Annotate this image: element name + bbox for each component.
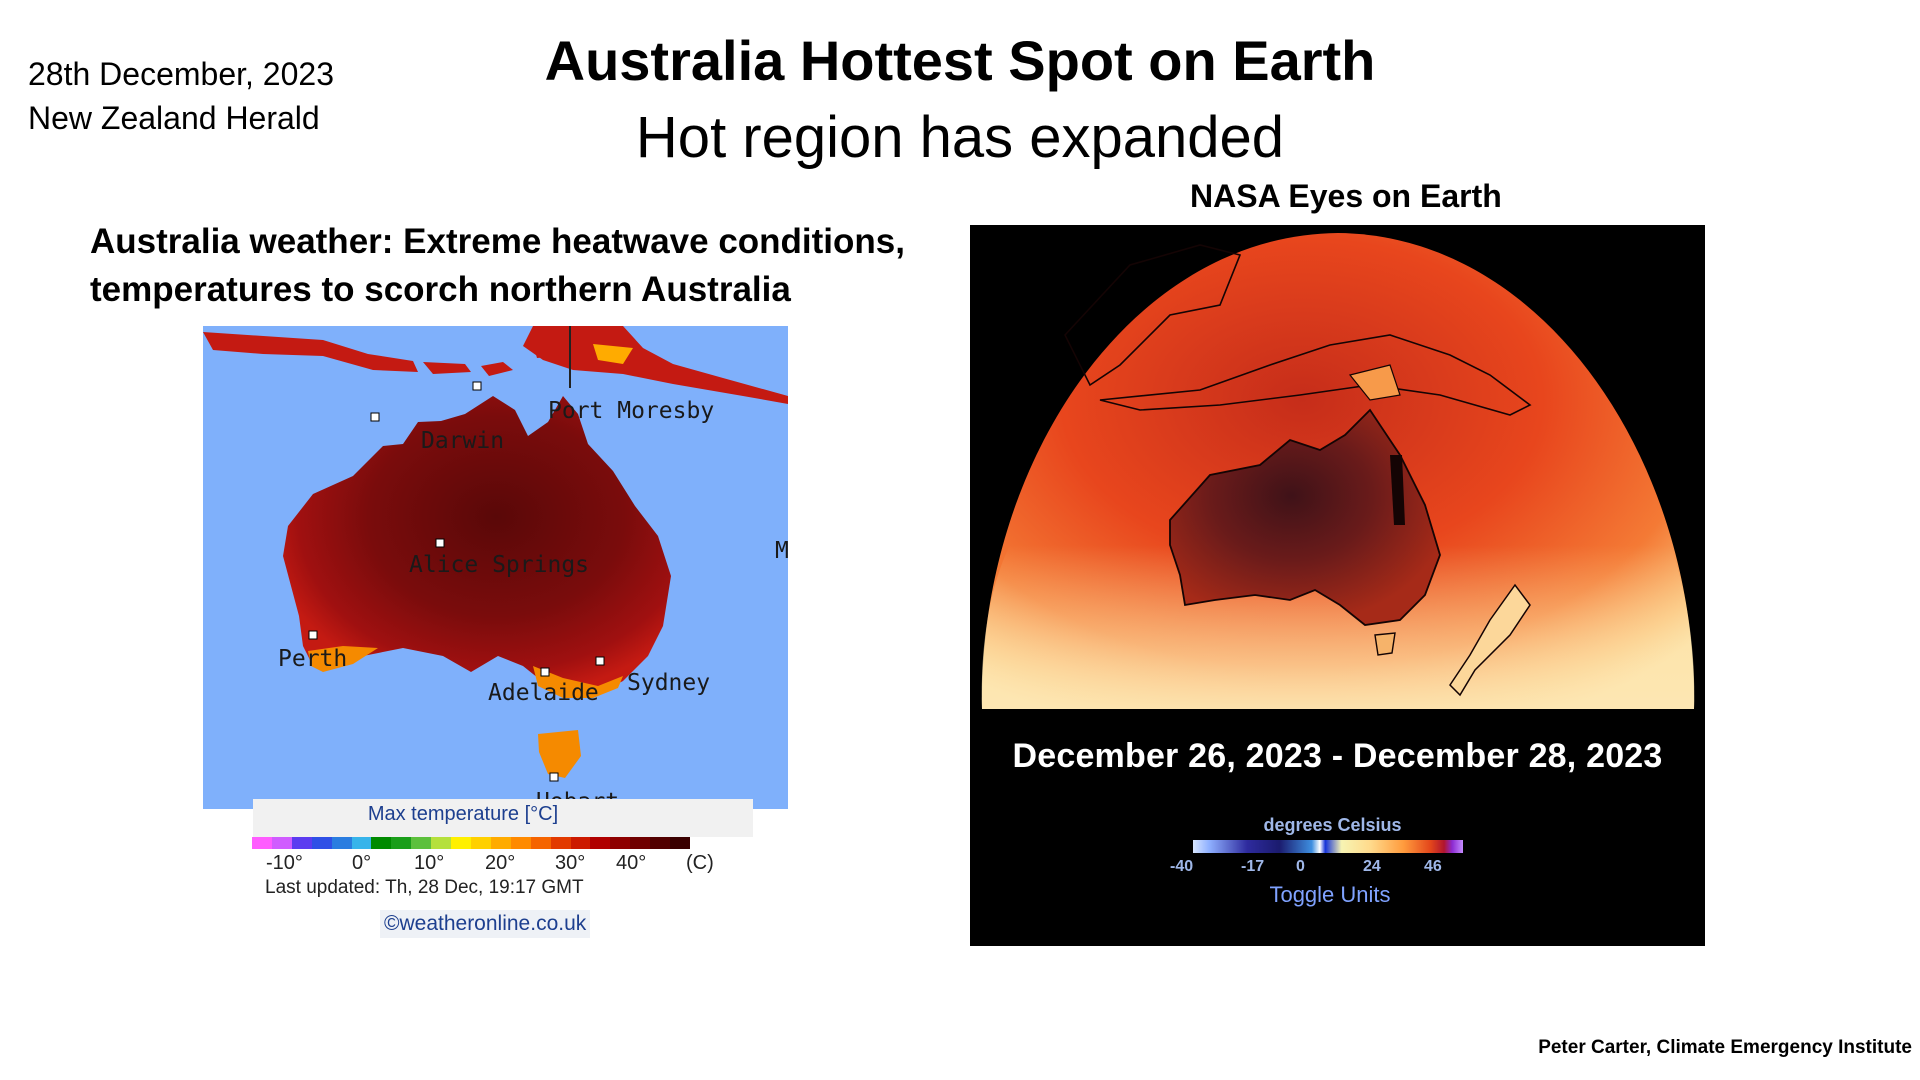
temperature-color-scale (1193, 840, 1463, 853)
legend-tick: 30° (555, 852, 586, 874)
scale-ticks: -40 -17 0 24 46 (1170, 858, 1490, 878)
legend-tick: 10° (414, 852, 445, 874)
article-source: New Zealand Herald (28, 100, 320, 136)
scale-tick: -17 (1241, 858, 1265, 875)
legend-unit: (C) (686, 852, 714, 874)
date-range-label: December 26, 2023 - December 28, 2023 (1012, 737, 1663, 775)
nasa-label: NASA Eyes on Earth (1190, 178, 1502, 214)
scale-tick: 0 (1296, 858, 1305, 875)
legend-tick: 40° (616, 852, 647, 874)
legend-color-swatch (590, 837, 611, 849)
new-guinea-landmass (523, 326, 788, 404)
headline-line-2: temperatures to scorch northern Australi… (90, 270, 791, 309)
australia-landmass (283, 396, 671, 698)
legend-color-swatch (570, 837, 591, 849)
legend-color-swatch (490, 837, 511, 849)
city-marker (370, 412, 380, 422)
legend-color-swatch (351, 837, 372, 849)
legend-color-swatch (431, 837, 452, 849)
city-label-port-moresby: Port Moresby (548, 398, 714, 424)
legend-color-swatch (610, 837, 631, 849)
city-label-edge: M (775, 538, 788, 564)
scale-tick: -40 (1170, 858, 1194, 875)
temperature-color-bar (252, 837, 690, 849)
legend-color-swatch (311, 837, 332, 849)
legend-color-swatch (411, 837, 432, 849)
city-label-adelaide: Adelaide (488, 680, 599, 706)
legend-title: Max temperature [°C] (367, 803, 559, 825)
legend-color-swatch (670, 837, 690, 849)
city-marker (540, 667, 550, 677)
page-subtitle: Hot region has expanded (635, 105, 1285, 170)
city-marker (549, 772, 559, 782)
legend-color-swatch (291, 837, 312, 849)
units-label: degrees Celsius (1263, 815, 1402, 835)
city-label-perth: Perth (278, 646, 347, 672)
australia-heat-region (1169, 408, 1441, 626)
legend-color-swatch (331, 837, 352, 849)
scale-tick: 24 (1363, 858, 1381, 875)
legend-color-swatch (451, 837, 471, 849)
legend-color-swatch (650, 837, 671, 849)
scale-tick: 46 (1424, 858, 1442, 875)
legend-color-swatch (371, 837, 392, 849)
city-marker (595, 656, 605, 666)
legend-color-swatch (252, 837, 272, 849)
legend-color-swatch (470, 837, 491, 849)
city-label-darwin: Darwin (421, 428, 504, 454)
legend-tick: -10° (266, 852, 303, 874)
weatheronline-link[interactable]: ©weatheronline.co.uk (380, 910, 591, 938)
legend-ticks: -10° 0° 10° 20° 30° 40° (C) (252, 852, 722, 876)
tasmania-landmass (538, 730, 581, 778)
source-info: 28th December, 2023 New Zealand Herald (28, 52, 334, 140)
city-marker (308, 630, 318, 640)
legend-color-swatch (630, 837, 651, 849)
author-credit: Peter Carter, Climate Emergency Institut… (1538, 1037, 1912, 1058)
indonesia-landmass (203, 332, 418, 372)
max-temperature-map: Port Moresby Darwin Alice Springs Perth … (203, 326, 788, 809)
nasa-eyes-panel: December 26, 2023 - December 28, 2023 de… (970, 225, 1705, 946)
new-zealand-outline (1449, 583, 1531, 697)
legend-tick: 0° (352, 852, 372, 874)
globe-temperature-map (970, 225, 1705, 946)
last-updated-text: Last updated: Th, 28 Dec, 19:17 GMT (265, 877, 584, 898)
city-label-alice-springs: Alice Springs (409, 552, 589, 578)
page-title: Australia Hottest Spot on Earth (544, 29, 1376, 92)
city-marker (472, 381, 482, 391)
legend-color-swatch (550, 837, 571, 849)
city-label-sydney: Sydney (627, 670, 710, 696)
article-date: 28th December, 2023 (28, 56, 334, 92)
city-marker (435, 538, 445, 548)
headline-line-1: Australia weather: Extreme heatwave cond… (90, 222, 905, 261)
article-headline: Australia weather: Extreme heatwave cond… (90, 218, 950, 314)
legend-color-swatch (271, 837, 292, 849)
toggle-units-button[interactable]: Toggle Units (1269, 882, 1391, 907)
legend-tick: 20° (485, 852, 516, 874)
legend-color-swatch (510, 837, 531, 849)
legend-background (253, 799, 753, 837)
legend-color-swatch (391, 837, 412, 849)
legend-color-swatch (530, 837, 551, 849)
